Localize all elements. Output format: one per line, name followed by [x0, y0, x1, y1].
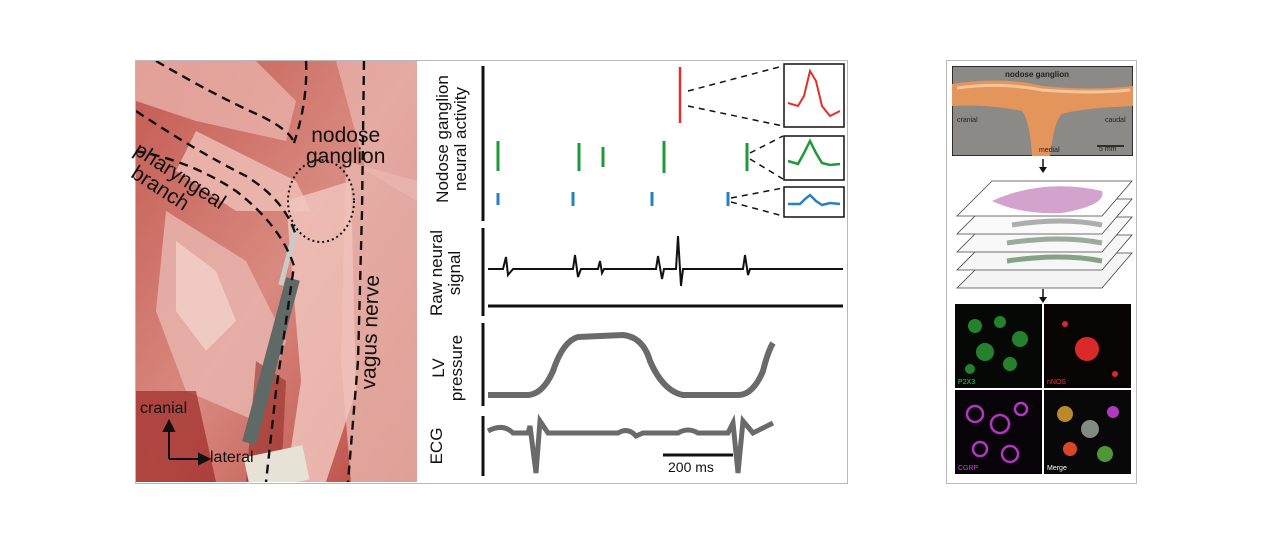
- raw-neural-signal-label: Raw neural signal: [427, 230, 464, 316]
- red-waveform: [787, 68, 841, 118]
- neural-activity-label: Nodose ganglion neural activity: [433, 75, 470, 203]
- raw-neural-trace-1: [488, 235, 843, 287]
- figure-panel-right: nodose ganglion cranial caudal medial 5 …: [946, 60, 1137, 484]
- p2x3-label: P2X3: [958, 379, 976, 386]
- arrow-down-icon: [1039, 289, 1047, 303]
- arrow-down-icon: [1039, 159, 1047, 173]
- blue-waveform: [788, 193, 841, 207]
- ganglion-title: nodose ganglion: [1005, 70, 1069, 79]
- vagus-nerve-label: vagus nerve: [357, 274, 384, 390]
- photo-scale-label: 5 mm: [1099, 146, 1117, 153]
- lv-pressure-label: LV pressure: [429, 334, 466, 402]
- caudal-orientation-label: caudal: [1105, 117, 1126, 124]
- histology-sections-stack: [956, 180, 1133, 289]
- green-waveform: [787, 138, 841, 167]
- cgrp-label: CGRP: [958, 465, 979, 472]
- medial-orientation-label: medial: [1039, 147, 1060, 154]
- merge-label: Merge: [1047, 465, 1067, 472]
- cranial-orientation-label: cranial: [957, 117, 978, 124]
- ecg-label: ECG: [427, 427, 446, 465]
- lateral-label: lateral: [210, 449, 254, 466]
- scale-bar-label: 200 ms: [668, 459, 714, 475]
- immunofluorescence-grid: [955, 304, 1131, 474]
- ganglion-photo: [952, 66, 1133, 156]
- surgical-photo: [136, 61, 417, 482]
- cranial-label: cranial: [140, 400, 188, 417]
- ecg-trace: [486, 413, 775, 474]
- figure-panel-left: pharyngeal branch nodose ganglion vagus …: [127, 60, 848, 484]
- trace-plot: [481, 63, 845, 476]
- nnos-label: nNOS: [1047, 379, 1067, 386]
- nodose-ganglion-label: nodose ganglion: [306, 124, 386, 168]
- lv-pressure-trace: [488, 331, 776, 398]
